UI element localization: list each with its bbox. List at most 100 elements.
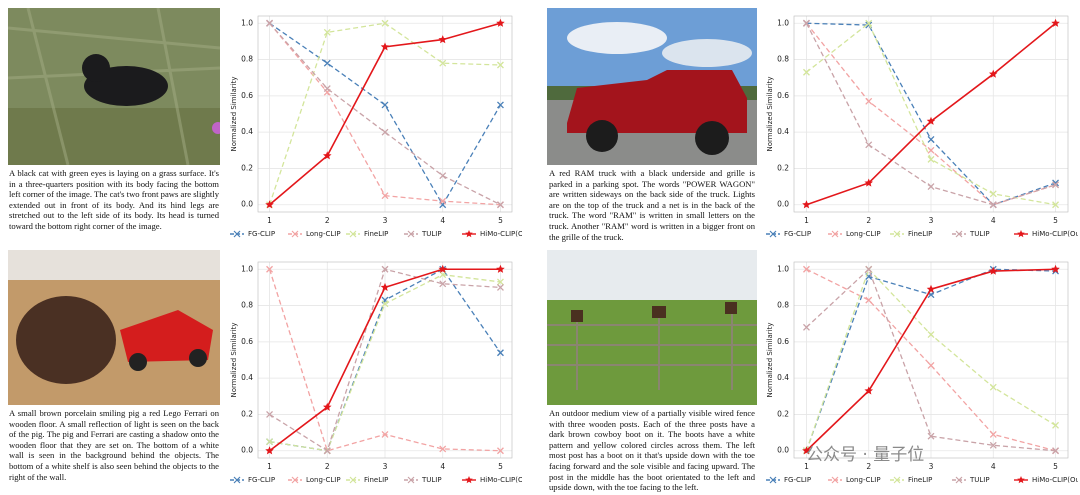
point-marker <box>865 97 873 105</box>
plot-frame <box>257 15 513 213</box>
x-tick-label: 2 <box>866 216 871 225</box>
point-marker <box>1052 201 1060 209</box>
point-marker <box>927 331 935 339</box>
y-tick-label: 0.2 <box>241 409 253 418</box>
point-marker <box>926 116 936 125</box>
y-tick-label: 0.2 <box>241 163 253 172</box>
point-marker <box>323 447 331 455</box>
point-marker <box>865 265 873 273</box>
photo-cat <box>8 8 220 165</box>
point-marker <box>927 135 935 143</box>
point-marker <box>381 101 389 109</box>
y-axis-label: Normalized Similarity <box>766 76 774 151</box>
x-tick-label: 4 <box>440 462 445 471</box>
point-marker <box>496 101 504 109</box>
point-marker <box>927 432 935 440</box>
y-axis-label: Normalized Similarity <box>766 322 774 397</box>
plot-frame <box>257 261 513 459</box>
chart: Normalized Similarity 0.0 0.2 0.4 0.6 0.8 1.0 1… <box>766 261 1078 484</box>
y-tick-label: 0.6 <box>241 91 253 100</box>
y-tick-label: 0.2 <box>777 163 789 172</box>
point-marker <box>496 264 505 273</box>
y-tick-label: 0.4 <box>777 373 789 382</box>
legend-label: FG-CLIP <box>784 476 811 484</box>
point-marker <box>438 35 448 44</box>
legend-label: FG-CLIP <box>248 476 275 484</box>
point-marker <box>865 19 873 27</box>
legend-marker <box>893 476 901 484</box>
legend-marker <box>831 230 839 238</box>
legend-marker <box>291 476 299 484</box>
point-marker <box>496 278 504 286</box>
legend-marker <box>769 230 777 238</box>
photo-pig <box>8 250 220 405</box>
caption: An outdoor medium view of a partially vi… <box>549 408 755 493</box>
x-tick-label: 1 <box>267 216 272 225</box>
legend-label: TULIP <box>969 230 990 238</box>
x-tick-label: 5 <box>1053 216 1058 225</box>
legend-marker <box>291 230 299 238</box>
legend-marker <box>831 476 839 484</box>
point-marker <box>927 155 935 163</box>
x-tick-label: 1 <box>267 462 272 471</box>
legend-label: TULIP <box>421 476 442 484</box>
point-marker <box>381 265 389 273</box>
point-marker <box>927 361 935 369</box>
y-axis-label: Normalized Similarity <box>230 322 238 397</box>
x-tick-label: 1 <box>804 462 809 471</box>
legend-label: FineLIP <box>364 230 388 238</box>
x-tick-label: 2 <box>325 462 330 471</box>
legend-label: HiMo-CLIP(Ours) <box>1032 476 1078 484</box>
point-marker <box>265 446 274 455</box>
point-marker <box>496 447 504 455</box>
legend-marker <box>1017 476 1025 484</box>
legend-marker <box>407 230 415 238</box>
chart: Normalized Similarity 0.0 0.2 0.4 0.6 0.8 1.0 1… <box>230 15 522 238</box>
y-tick-label: 1.0 <box>241 264 253 273</box>
legend-label: Long-CLIP <box>846 476 881 484</box>
point-marker <box>439 59 447 67</box>
point-marker <box>1051 264 1060 273</box>
y-tick-label: 0.6 <box>777 91 789 100</box>
y-tick-label: 0.0 <box>777 446 789 455</box>
point-marker <box>496 18 505 27</box>
legend-marker <box>465 230 473 238</box>
y-tick-label: 0.8 <box>241 301 253 310</box>
point-marker <box>865 296 873 304</box>
point-marker <box>266 19 274 27</box>
legend-marker <box>769 476 777 484</box>
y-tick-label: 0.6 <box>777 337 789 346</box>
photo-truck <box>547 8 757 165</box>
point-marker <box>864 386 874 395</box>
y-tick-label: 1.0 <box>241 18 253 27</box>
y-tick-label: 0.8 <box>241 55 253 64</box>
point-marker <box>323 28 331 36</box>
caption: A red RAM truck with a black underside a… <box>549 168 755 242</box>
legend-marker <box>1017 230 1025 238</box>
x-tick-label: 3 <box>929 462 934 471</box>
point-marker <box>988 266 998 275</box>
point-marker <box>1052 447 1060 455</box>
legend-marker <box>955 476 963 484</box>
point-marker <box>323 59 331 67</box>
point-marker <box>1052 181 1060 189</box>
x-tick-label: 3 <box>383 216 388 225</box>
legend-label: FineLIP <box>364 476 388 484</box>
chart: Normalized Similarity 0.0 0.2 0.4 0.6 0.8 1.0 1… <box>766 15 1078 238</box>
point-marker <box>381 19 389 27</box>
x-tick-label: 5 <box>498 462 503 471</box>
legend-label: FineLIP <box>908 230 932 238</box>
legend-label: Long-CLIP <box>846 230 881 238</box>
x-tick-label: 4 <box>991 462 996 471</box>
y-tick-label: 0.4 <box>241 373 253 382</box>
y-axis-label: Normalized Similarity <box>230 76 238 151</box>
x-tick-label: 3 <box>383 462 388 471</box>
point-marker <box>802 68 810 76</box>
point-marker <box>989 441 997 449</box>
y-tick-label: 0.8 <box>777 55 789 64</box>
y-tick-label: 0.4 <box>777 127 789 136</box>
point-marker <box>381 192 389 200</box>
point-marker <box>864 178 874 187</box>
legend-marker <box>233 476 241 484</box>
